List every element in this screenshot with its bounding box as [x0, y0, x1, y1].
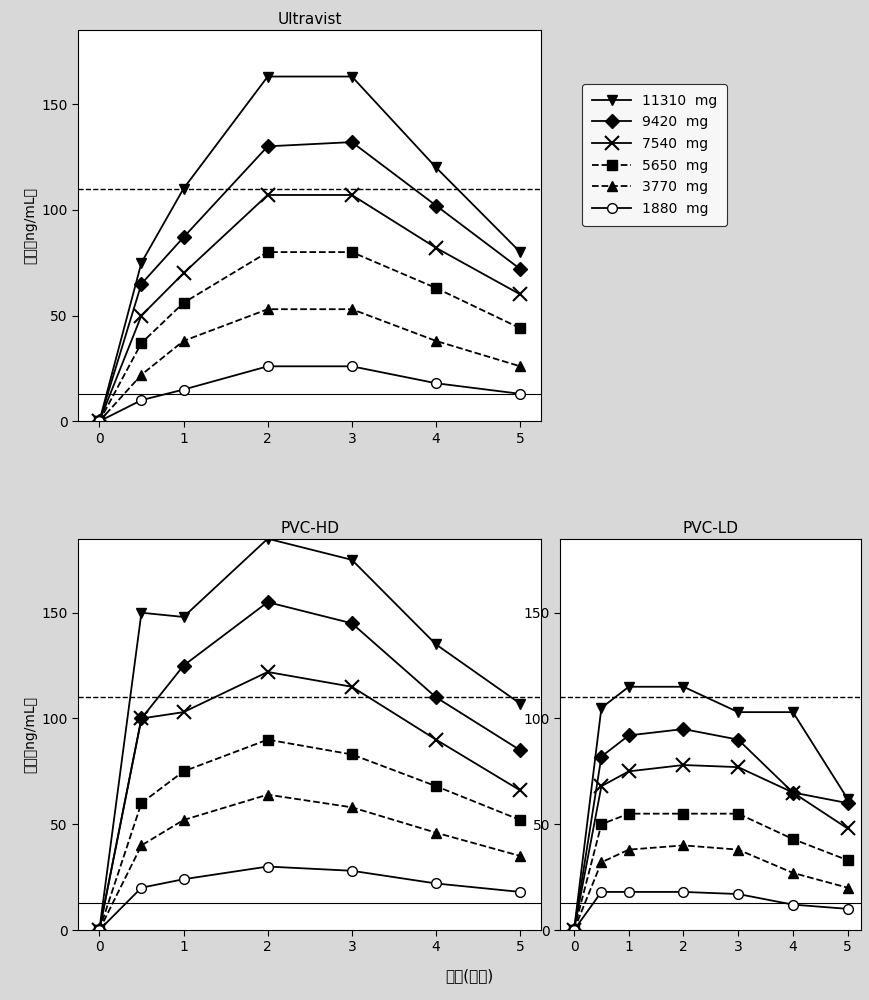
Y-axis label: 浓度（ng/mL）: 浓度（ng/mL）: [23, 187, 37, 264]
Y-axis label: 浓度（ng/mL）: 浓度（ng/mL）: [23, 696, 37, 773]
Title: Ultravist: Ultravist: [277, 12, 342, 27]
Title: PVC-LD: PVC-LD: [682, 521, 738, 536]
Text: 时间(小时): 时间(小时): [445, 968, 494, 983]
Title: PVC-HD: PVC-HD: [280, 521, 339, 536]
Legend: 11310  mg, 9420  mg, 7540  mg, 5650  mg, 3770  mg, 1880  mg: 11310 mg, 9420 mg, 7540 mg, 5650 mg, 377…: [581, 84, 726, 226]
